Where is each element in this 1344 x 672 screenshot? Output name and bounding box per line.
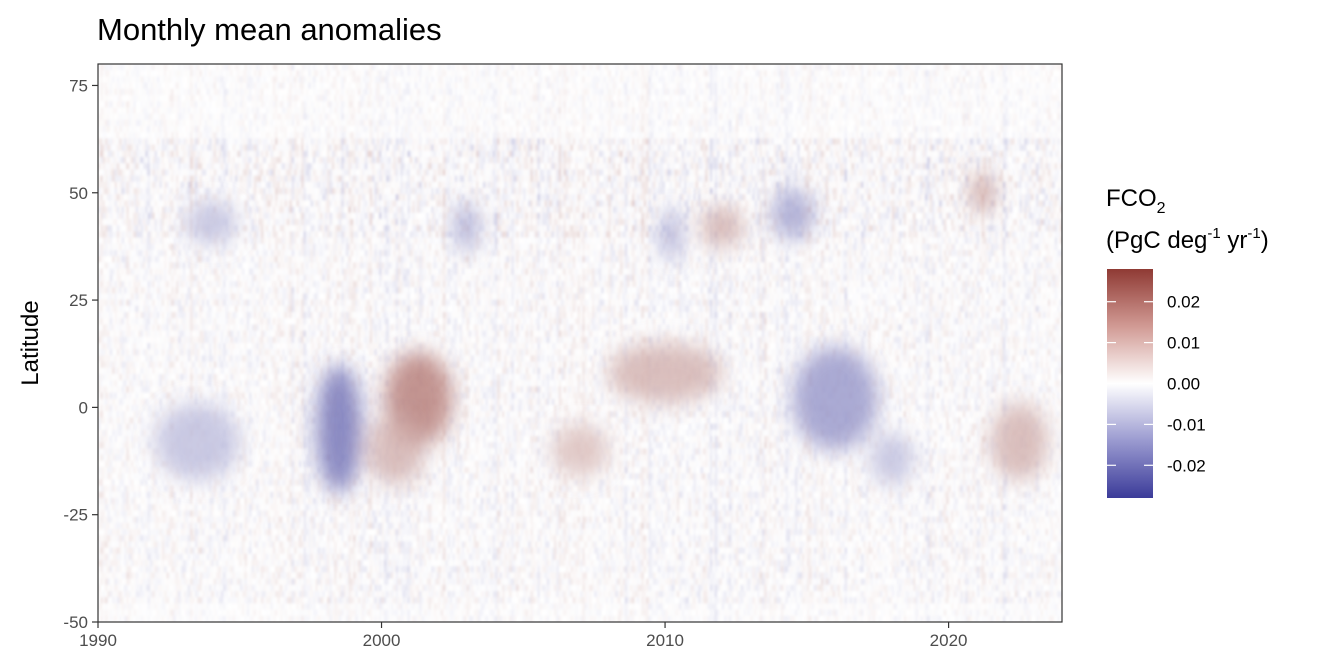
heatmap-cells bbox=[98, 64, 1063, 623]
plot-area bbox=[98, 64, 1063, 623]
chart-title: Monthly mean anomalies bbox=[97, 12, 442, 47]
